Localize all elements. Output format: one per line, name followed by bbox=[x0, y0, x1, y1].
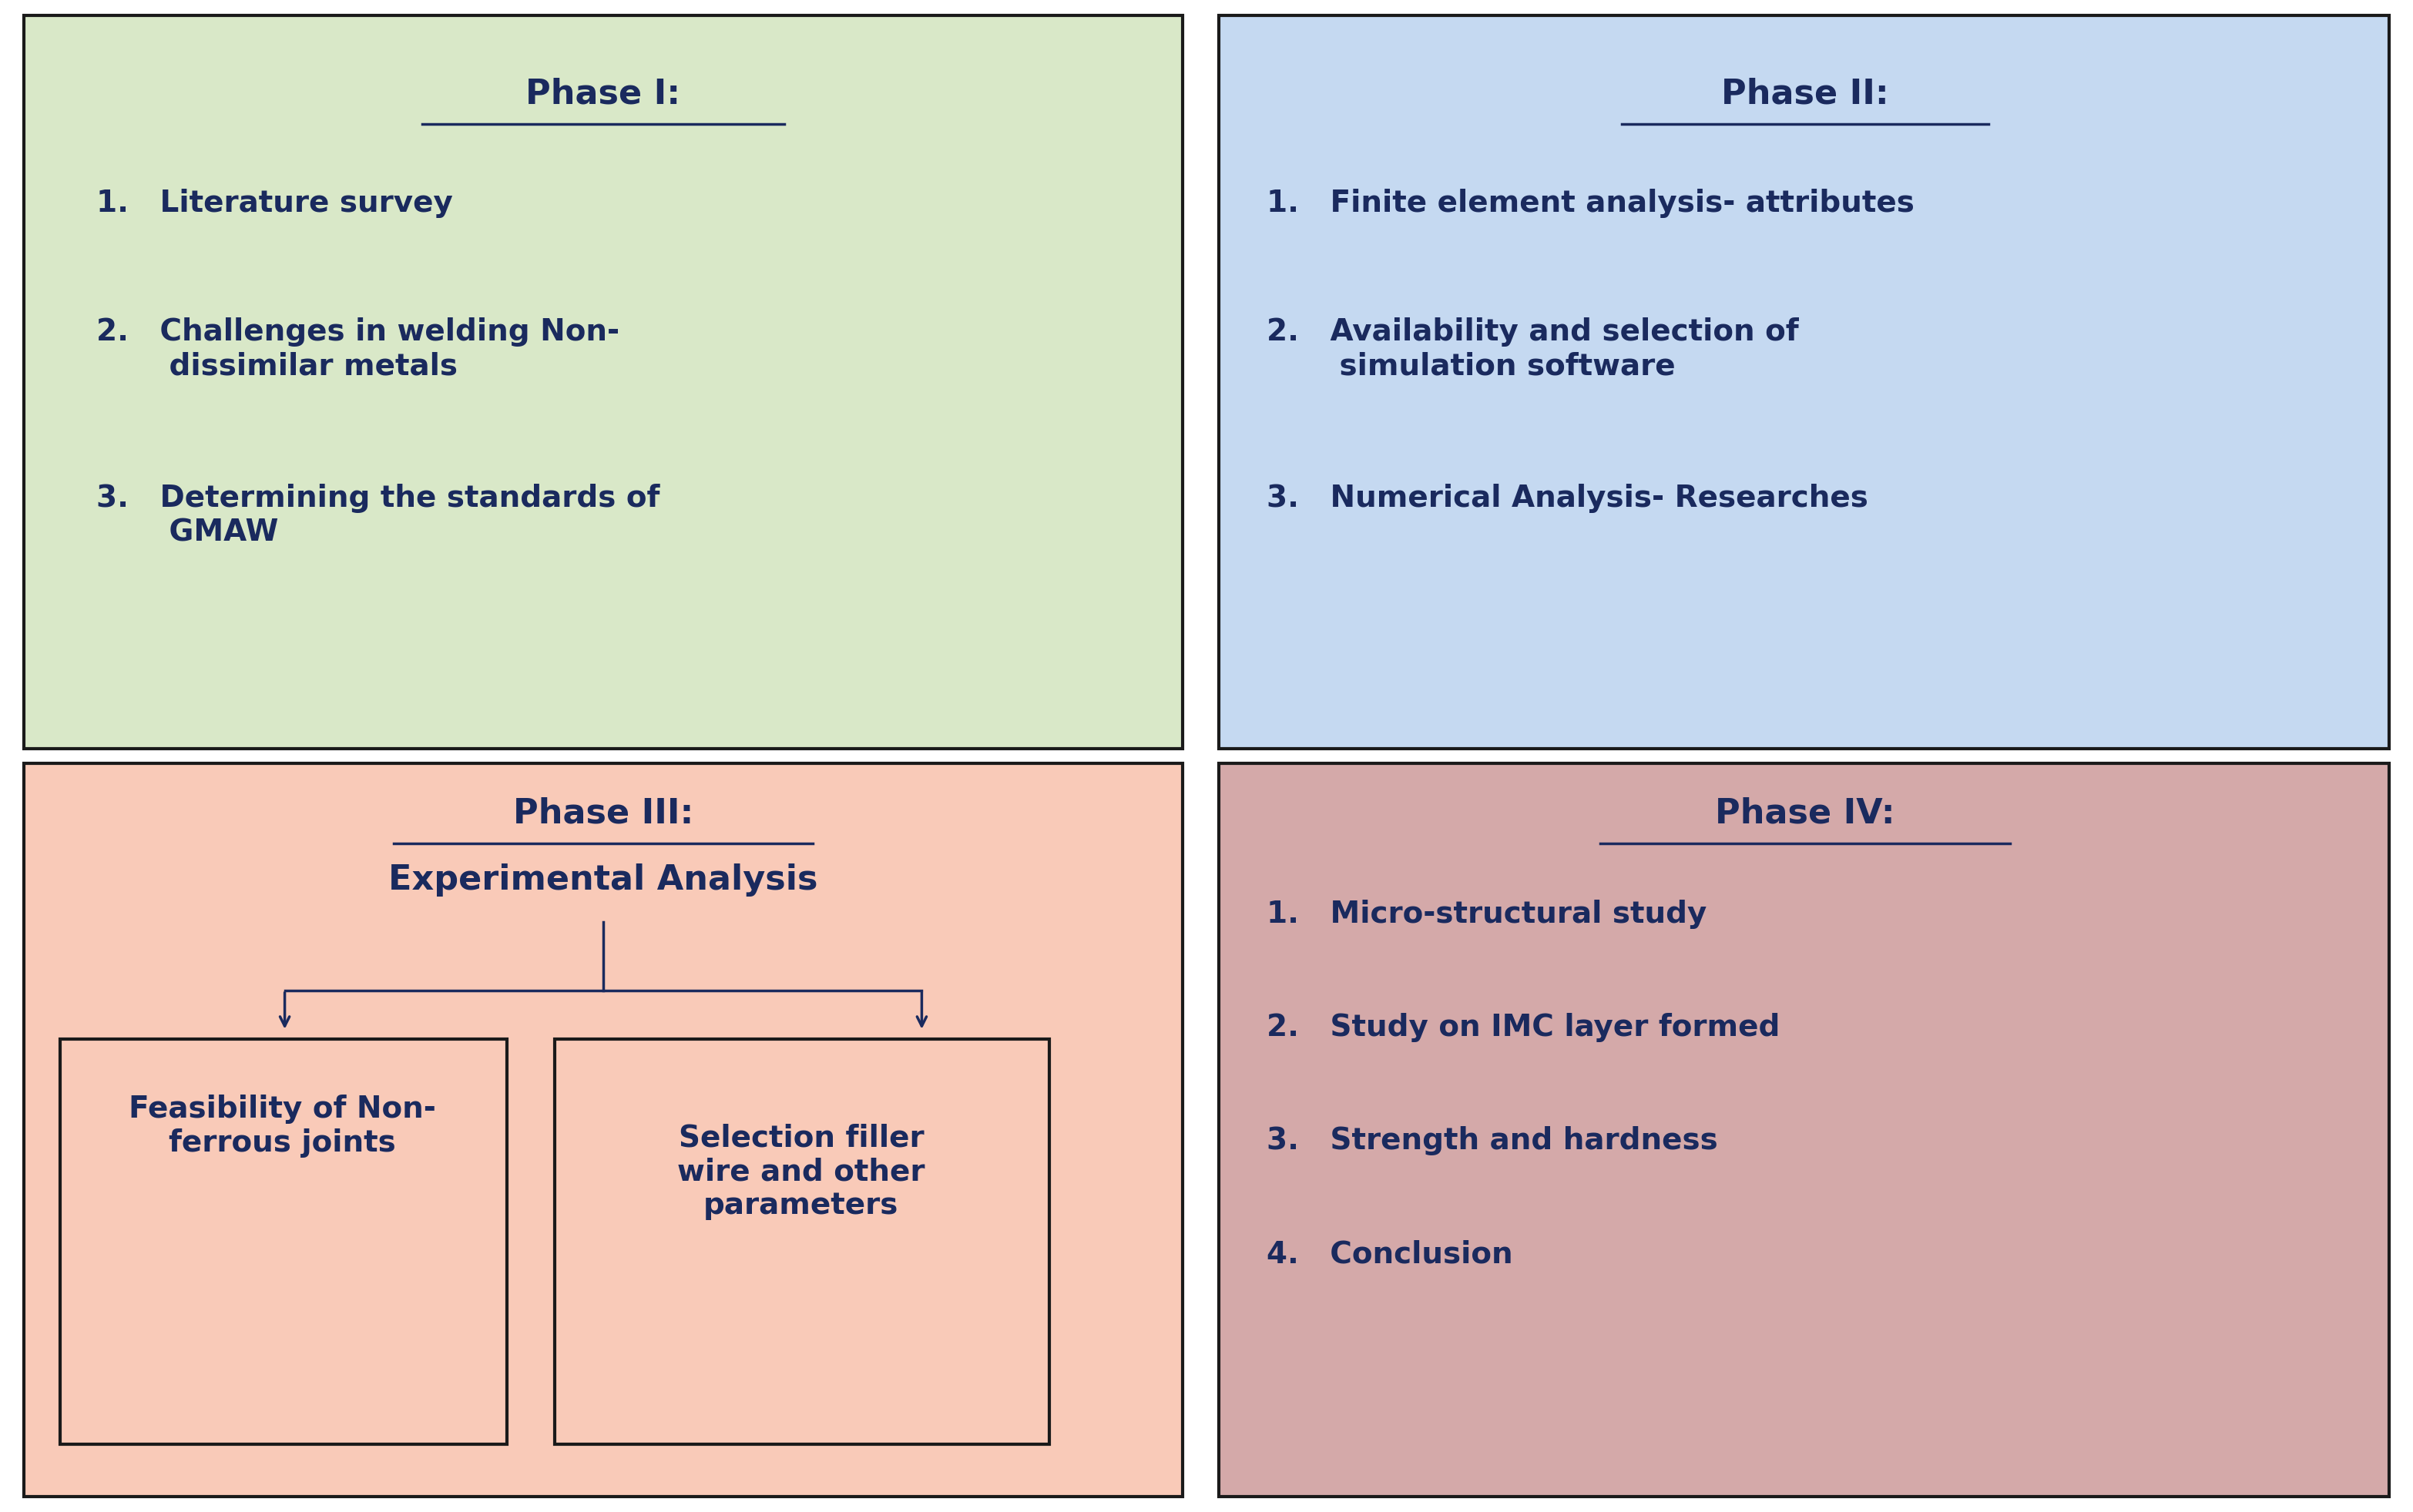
Bar bbox=[24, 764, 1182, 1497]
Text: Phase II:: Phase II: bbox=[1720, 77, 1889, 110]
Text: 3.   Numerical Analysis- Researches: 3. Numerical Analysis- Researches bbox=[1267, 484, 1868, 513]
Text: Selection filler
wire and other
parameters: Selection filler wire and other paramete… bbox=[678, 1123, 924, 1220]
Text: 1.   Literature survey: 1. Literature survey bbox=[97, 189, 454, 218]
Text: Phase IV:: Phase IV: bbox=[1716, 797, 1894, 830]
Bar bbox=[555, 1039, 1050, 1444]
Text: Experimental Analysis: Experimental Analysis bbox=[388, 863, 818, 897]
Bar bbox=[1219, 15, 2389, 748]
Bar bbox=[24, 15, 1182, 748]
Text: 4.   Conclusion: 4. Conclusion bbox=[1267, 1240, 1513, 1269]
Text: Feasibility of Non-
ferrous joints: Feasibility of Non- ferrous joints bbox=[128, 1095, 437, 1158]
Text: 3.   Strength and hardness: 3. Strength and hardness bbox=[1267, 1126, 1718, 1155]
Text: Phase III:: Phase III: bbox=[514, 797, 693, 830]
Text: 1.   Micro-structural study: 1. Micro-structural study bbox=[1267, 900, 1706, 928]
Text: 2.   Study on IMC layer formed: 2. Study on IMC layer formed bbox=[1267, 1013, 1781, 1042]
Bar bbox=[60, 1039, 507, 1444]
Text: 1.   Finite element analysis- attributes: 1. Finite element analysis- attributes bbox=[1267, 189, 1914, 218]
Text: 3.   Determining the standards of
       GMAW: 3. Determining the standards of GMAW bbox=[97, 484, 661, 547]
Bar bbox=[1219, 764, 2389, 1497]
Text: Phase I:: Phase I: bbox=[526, 77, 680, 110]
Text: 2.   Challenges in welding Non-
       dissimilar metals: 2. Challenges in welding Non- dissimilar… bbox=[97, 318, 620, 381]
Text: 2.   Availability and selection of
       simulation software: 2. Availability and selection of simulat… bbox=[1267, 318, 1800, 381]
